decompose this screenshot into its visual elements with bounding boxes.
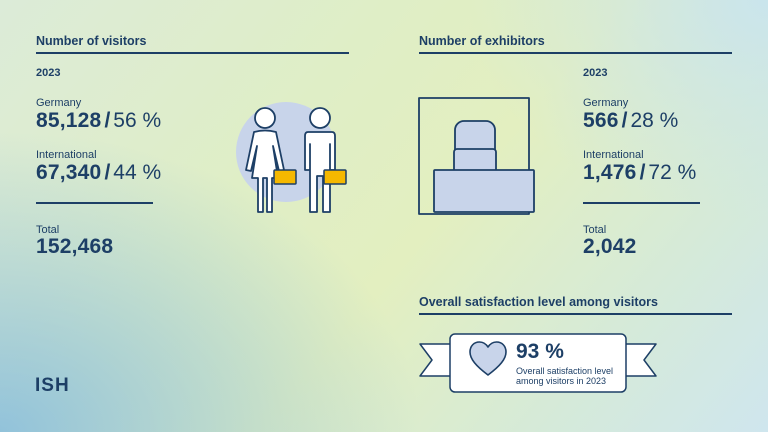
satisfaction-title-rule	[419, 313, 732, 315]
visitors-international-pct: 44 %	[113, 161, 162, 184]
exhibitors-germany-value: 566	[583, 109, 619, 132]
visitors-year: 2023	[36, 67, 61, 79]
satisfaction-caption-line2: among visitors in 2023	[516, 376, 607, 386]
visitors-title-rule	[36, 52, 349, 54]
satisfaction-title: Overall satisfaction level among visitor…	[419, 295, 658, 309]
visitors-total-rule	[36, 202, 153, 204]
visitors-germany-pct: 56 %	[113, 109, 162, 132]
visitors-international-stat: 67,340/44 %	[36, 161, 162, 184]
visitors-germany-value: 85,128	[36, 109, 102, 132]
exhibitors-international-value: 1,476	[583, 161, 637, 184]
ish-logo: ISH	[35, 375, 70, 396]
visitors-total-value: 152,468	[36, 235, 114, 258]
exhibitors-germany-stat: 566/28 %	[583, 109, 679, 132]
visitors-title: Number of visitors	[36, 34, 147, 48]
exhibitors-title-rule	[419, 52, 732, 54]
exhibitor-booth-icon	[418, 97, 535, 215]
exhibitors-total-rule	[583, 202, 700, 204]
exhibitors-total-label: Total	[583, 224, 607, 236]
exhibitors-year: 2023	[583, 67, 608, 79]
exhibitors-international-label: International	[583, 149, 644, 161]
visitors-international-value: 67,340	[36, 161, 102, 184]
satisfaction-value: 93 %	[516, 340, 564, 363]
visitors-germany-stat: 85,128/56 %	[36, 109, 162, 132]
exhibitors-international-stat: 1,476/72 %	[583, 161, 697, 184]
exhibitors-title: Number of exhibitors	[419, 34, 545, 48]
visitors-people-icon	[236, 102, 347, 213]
visitors-germany-label: Germany	[36, 97, 82, 109]
exhibitors-germany-pct: 28 %	[630, 109, 679, 132]
visitors-total-label: Total	[36, 224, 60, 236]
satisfaction-caption-line1: Overall satisfaction level	[516, 366, 614, 376]
exhibitors-germany-label: Germany	[583, 97, 629, 109]
heart-icon	[469, 341, 507, 376]
exhibitors-total-value: 2,042	[583, 235, 637, 258]
visitors-international-label: International	[36, 149, 97, 161]
exhibitors-international-pct: 72 %	[648, 161, 697, 184]
